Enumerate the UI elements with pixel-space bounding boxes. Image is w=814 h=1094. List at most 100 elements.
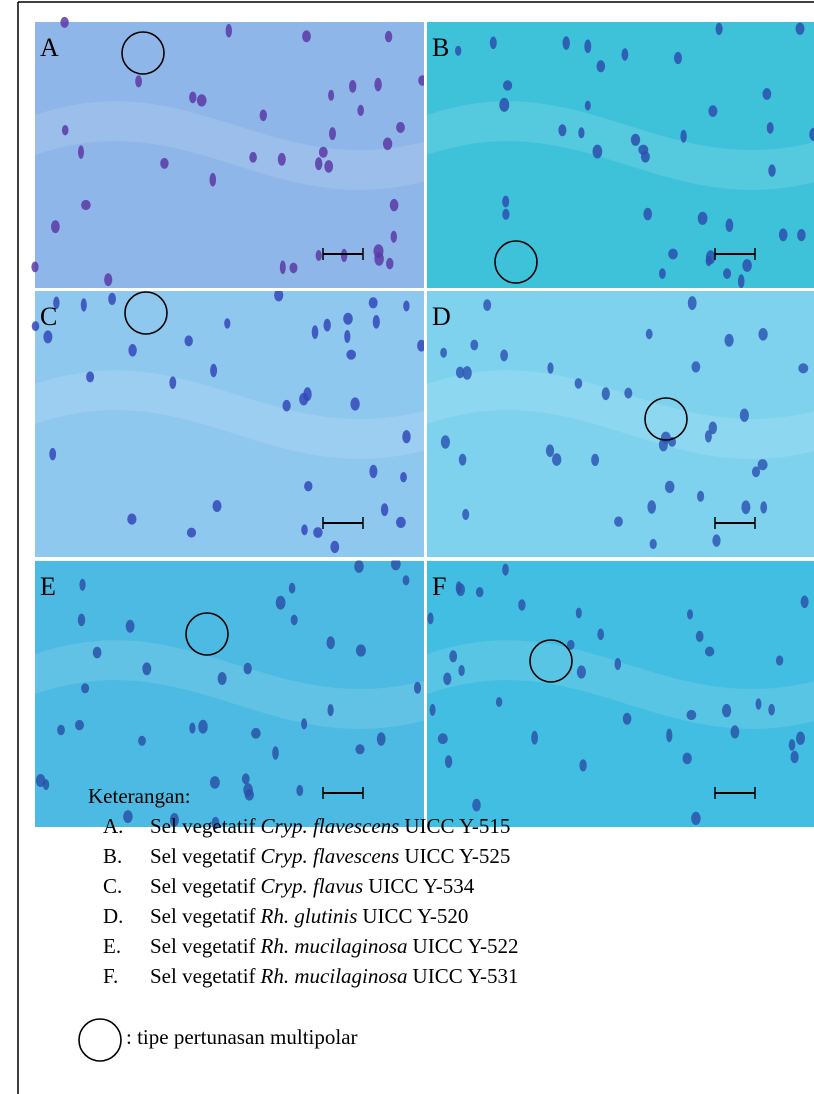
cell [218, 672, 227, 685]
cell [169, 376, 176, 389]
item-species: Rh. mucilaginosa [260, 934, 408, 958]
cell [518, 599, 525, 610]
cell [476, 587, 484, 597]
item-letter: C. [103, 874, 122, 898]
cell [698, 212, 708, 225]
cell [386, 258, 393, 269]
cell [722, 704, 731, 717]
cell [579, 759, 586, 771]
cell [443, 673, 451, 686]
cell [716, 23, 723, 35]
cell [243, 783, 253, 797]
item-prefix: Sel vegetatif [150, 964, 256, 988]
cell [738, 274, 745, 288]
cell [383, 138, 392, 151]
cell [51, 220, 60, 233]
cell [381, 503, 388, 516]
item-species: Cryp. flavescens [261, 844, 400, 868]
cell [483, 299, 491, 311]
cell [576, 608, 582, 619]
cell [791, 751, 799, 763]
cell [687, 609, 693, 619]
cell [706, 250, 715, 264]
micrograph-panel: F [427, 561, 814, 827]
cell [668, 249, 678, 260]
item-code: UICC Y-522 [413, 934, 519, 958]
cell [427, 613, 433, 625]
cell [796, 732, 805, 745]
panel-label: A [40, 33, 59, 62]
cell [291, 615, 298, 626]
cell [210, 173, 217, 187]
item-letter: B. [103, 844, 122, 868]
item-prefix: Sel vegetatif [150, 814, 256, 838]
cell [400, 472, 407, 482]
cell [742, 259, 752, 272]
cell [78, 145, 84, 159]
cell [315, 157, 322, 170]
cell [705, 647, 714, 657]
cell [558, 124, 566, 136]
cell [643, 208, 652, 221]
cell [697, 491, 704, 502]
cell [329, 127, 336, 140]
item-prefix: Sel vegetatif [150, 904, 256, 928]
cell [319, 147, 328, 158]
cell [126, 620, 135, 633]
cell [341, 249, 347, 262]
symbol-note: : tipe pertunasan multipolar [126, 1025, 358, 1049]
micrograph-panel: C [32, 289, 426, 557]
cell [687, 710, 697, 720]
micrograph-panel: A [31, 17, 426, 288]
cell [646, 329, 653, 339]
cell [86, 371, 94, 382]
cell [78, 614, 85, 627]
cell [373, 315, 380, 329]
cell [346, 350, 356, 360]
cell [691, 812, 701, 825]
cell [354, 560, 364, 573]
item-text: Sel vegetatifRh. mucilaginosaUICC Y-531 [150, 964, 519, 988]
cell [57, 725, 65, 736]
cell [741, 500, 750, 514]
cell [577, 665, 586, 678]
cell [758, 459, 768, 470]
cell [374, 78, 381, 92]
cell [740, 409, 749, 422]
item-code: UICC Y-520 [362, 904, 468, 928]
cell [324, 319, 331, 332]
item-species: Cryp. flavus [261, 874, 364, 898]
cell [502, 196, 509, 208]
cell [441, 435, 450, 448]
cell [614, 516, 623, 526]
cell [290, 263, 298, 274]
panel-label: C [40, 302, 57, 331]
cell [456, 581, 462, 593]
cell [584, 40, 591, 54]
cell [396, 517, 406, 528]
cell [226, 24, 232, 38]
cell [470, 340, 478, 351]
cell [272, 746, 279, 760]
micrograph-panel: B [427, 22, 814, 288]
cell [283, 400, 291, 412]
cell [357, 105, 364, 116]
cell [403, 301, 409, 312]
cell [197, 94, 207, 106]
cell [374, 244, 384, 258]
cell [303, 387, 311, 401]
panel-label: B [432, 33, 449, 62]
cell [289, 583, 296, 594]
cell [355, 744, 364, 754]
cell [187, 528, 196, 538]
cell [60, 17, 68, 28]
cell [696, 631, 704, 642]
cell [797, 229, 806, 241]
cell [43, 330, 52, 343]
cell [213, 500, 222, 512]
cell [135, 75, 142, 87]
cell [776, 655, 783, 665]
cell [402, 430, 410, 443]
cell [369, 465, 377, 478]
